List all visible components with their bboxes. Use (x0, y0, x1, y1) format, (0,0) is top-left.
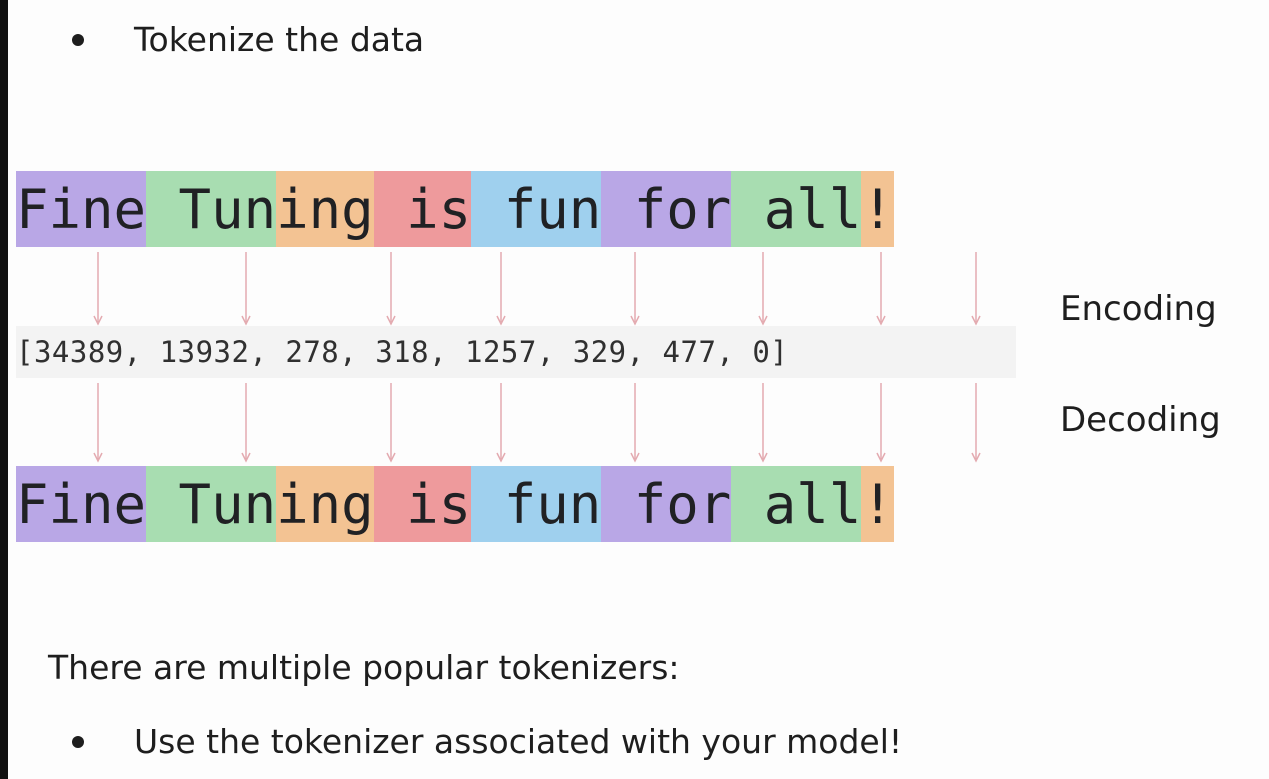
token-6: all (731, 171, 862, 247)
encode-arrow-icon (93, 252, 103, 326)
token-6: all (731, 466, 862, 542)
decode-arrow-icon (758, 383, 768, 463)
bullet-use-tokenizer: Use the tokenizer associated with your m… (72, 722, 902, 761)
decode-arrow-icon (971, 383, 981, 463)
token-4: fun (471, 171, 602, 247)
decode-arrow-icon (386, 383, 396, 463)
encode-arrow-icon (496, 252, 506, 326)
arrows-layer (93, 252, 981, 463)
slide: Tokenize the data Fine Tun ing is fun for… (8, 0, 1269, 779)
token-7: ! (861, 466, 894, 542)
bullet-dot-icon (72, 735, 84, 748)
decode-arrow-icon (496, 383, 506, 463)
encode-arrow-icon (241, 252, 251, 326)
token-row-output: Fine Tun ing is fun for all! (16, 466, 894, 542)
encode-arrow-icon (971, 252, 981, 326)
encode-arrow-icon (758, 252, 768, 326)
bullet-text: Tokenize the data (134, 20, 425, 59)
token-5: for (601, 171, 732, 247)
encoding-label: Encoding (1060, 289, 1217, 329)
token-row-input: Fine Tun ing is fun for all! (16, 171, 894, 247)
tokenizers-line: There are multiple popular tokenizers: (48, 648, 680, 687)
token-3: is (373, 466, 472, 542)
token-4: fun (471, 466, 602, 542)
token-7: ! (861, 171, 894, 247)
decode-arrow-icon (93, 383, 103, 463)
bullet-text: Use the tokenizer associated with your m… (134, 722, 903, 761)
token-0: Fine (16, 171, 147, 247)
token-5: for (601, 466, 732, 542)
token-1: Tun (146, 466, 277, 542)
encode-arrow-icon (876, 252, 886, 326)
decode-arrow-icon (876, 383, 886, 463)
token-1: Tun (146, 171, 277, 247)
bullet-dot-icon (72, 33, 84, 46)
decode-arrow-icon (630, 383, 640, 463)
decoding-label: Decoding (1060, 400, 1221, 440)
decode-arrow-icon (241, 383, 251, 463)
token-ids: [34389, 13932, 278, 318, 1257, 329, 477,… (16, 326, 1016, 378)
token-3: is (373, 171, 472, 247)
encode-arrow-icon (630, 252, 640, 326)
bullet-tokenize: Tokenize the data (72, 20, 424, 59)
token-2: ing (276, 171, 374, 247)
encode-arrow-icon (386, 252, 396, 326)
token-2: ing (276, 466, 374, 542)
token-0: Fine (16, 466, 147, 542)
